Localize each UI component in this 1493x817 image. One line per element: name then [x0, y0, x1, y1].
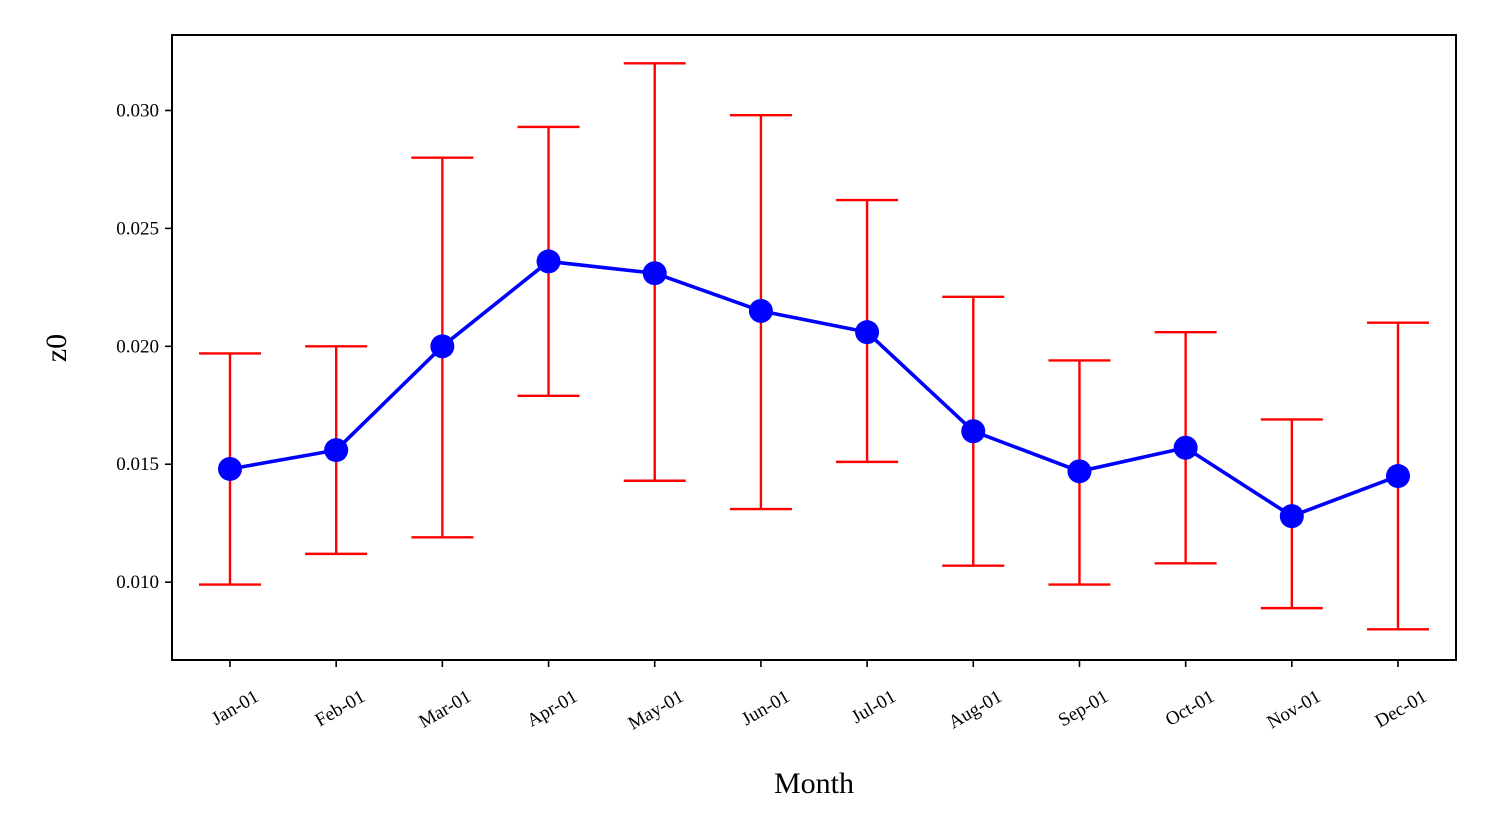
x-tick-label: Oct-01 — [1162, 686, 1218, 731]
x-tick-label: Apr-01 — [523, 686, 581, 731]
data-point — [1279, 504, 1304, 529]
x-tick-label: Sep-01 — [1055, 686, 1112, 731]
x-tick-label: Jul-01 — [848, 686, 900, 728]
x-tick-label: Dec-01 — [1372, 686, 1431, 732]
y-tick-label: 0.030 — [116, 100, 159, 121]
data-point — [1386, 464, 1410, 489]
data-point — [961, 419, 986, 444]
data-point — [1173, 435, 1198, 460]
data-point — [855, 320, 880, 345]
x-tick-label: Aug-01 — [945, 686, 1006, 733]
y-tick-label: 0.010 — [116, 572, 159, 593]
x-axis-ticks: Jan-01 Feb-01 Mar-01 Apr-01 May-01 Jun-01 Jul-… — [208, 660, 1431, 734]
y-axis-label: z0 — [40, 334, 73, 362]
x-tick-label: Jun-01 — [738, 686, 793, 730]
y-tick-label: 0.025 — [116, 218, 159, 239]
series-line-group — [229, 259, 1399, 518]
x-tick-label: Feb-01 — [312, 686, 369, 731]
x-axis-label: Month — [774, 767, 854, 800]
data-point — [748, 298, 773, 323]
data-point — [430, 334, 455, 359]
data-point — [536, 249, 561, 274]
series-line — [229, 259, 1399, 518]
y-tick-label: 0.015 — [116, 454, 159, 475]
data-point — [218, 456, 242, 481]
plot-area-frame — [171, 34, 1457, 661]
x-tick-label: Mar-01 — [415, 686, 475, 732]
x-tick-label: Nov-01 — [1264, 686, 1325, 733]
x-tick-label: Jan-01 — [208, 686, 262, 730]
data-point — [1067, 459, 1092, 484]
data-points — [218, 249, 1410, 529]
x-tick-label: May-01 — [625, 686, 688, 734]
y-tick-label: 0.020 — [116, 336, 159, 357]
data-point — [324, 438, 349, 463]
data-point — [642, 261, 667, 286]
error-bars — [199, 62, 1429, 631]
y-axis-ticks: 0.010 0.015 0.020 0.025 0.030 — [116, 100, 172, 593]
